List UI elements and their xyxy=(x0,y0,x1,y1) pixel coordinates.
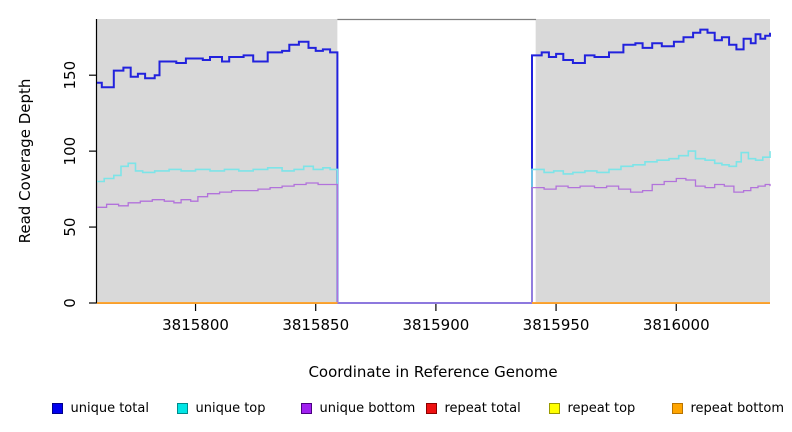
series-line-unique-top xyxy=(97,150,771,304)
legend-swatch-icon xyxy=(548,402,560,414)
legend: unique total unique top unique bottom repea… xyxy=(0,399,792,419)
y-tick-label: 150 xyxy=(61,61,79,90)
legend-swatch-icon xyxy=(425,402,437,414)
y-tick-label: 50 xyxy=(61,218,79,237)
legend-swatch-icon xyxy=(51,402,63,414)
y-tick-label: 0 xyxy=(61,298,79,308)
series-line-unique-bottom xyxy=(97,177,771,304)
x-tick-label: 3815900 xyxy=(402,316,469,334)
x-tick-label: 3815950 xyxy=(523,316,590,334)
x-tick-label: 3815850 xyxy=(282,316,349,334)
legend-item-repeat-bottom: repeat bottom xyxy=(671,399,785,417)
legend-item-repeat-total: repeat total xyxy=(425,399,521,417)
y-axis-title: Read Coverage Depth xyxy=(16,78,34,244)
legend-item-unique-total: unique total xyxy=(51,399,149,417)
legend-swatch-icon xyxy=(300,402,312,414)
series-line-unique-total xyxy=(97,28,771,304)
legend-label: repeat top xyxy=(567,400,636,416)
legend-item-repeat-top: repeat top xyxy=(548,399,636,417)
legend-label: unique total xyxy=(70,400,149,416)
legend-swatch-icon xyxy=(176,402,188,414)
x-tick-label: 3816000 xyxy=(643,316,710,334)
x-tick-label: 3815800 xyxy=(162,316,229,334)
legend-label: unique bottom xyxy=(319,400,416,416)
legend-label: repeat total xyxy=(444,400,521,416)
y-tick-label: 100 xyxy=(61,137,79,166)
legend-label: unique top xyxy=(195,400,266,416)
legend-item-unique-top: unique top xyxy=(176,399,266,417)
legend-item-unique-bottom: unique bottom xyxy=(300,399,416,417)
x-axis-title: Coordinate in Reference Genome xyxy=(308,363,558,381)
panel-background xyxy=(97,19,338,303)
legend-swatch-icon xyxy=(671,402,683,414)
legend-label: repeat bottom xyxy=(690,400,785,416)
